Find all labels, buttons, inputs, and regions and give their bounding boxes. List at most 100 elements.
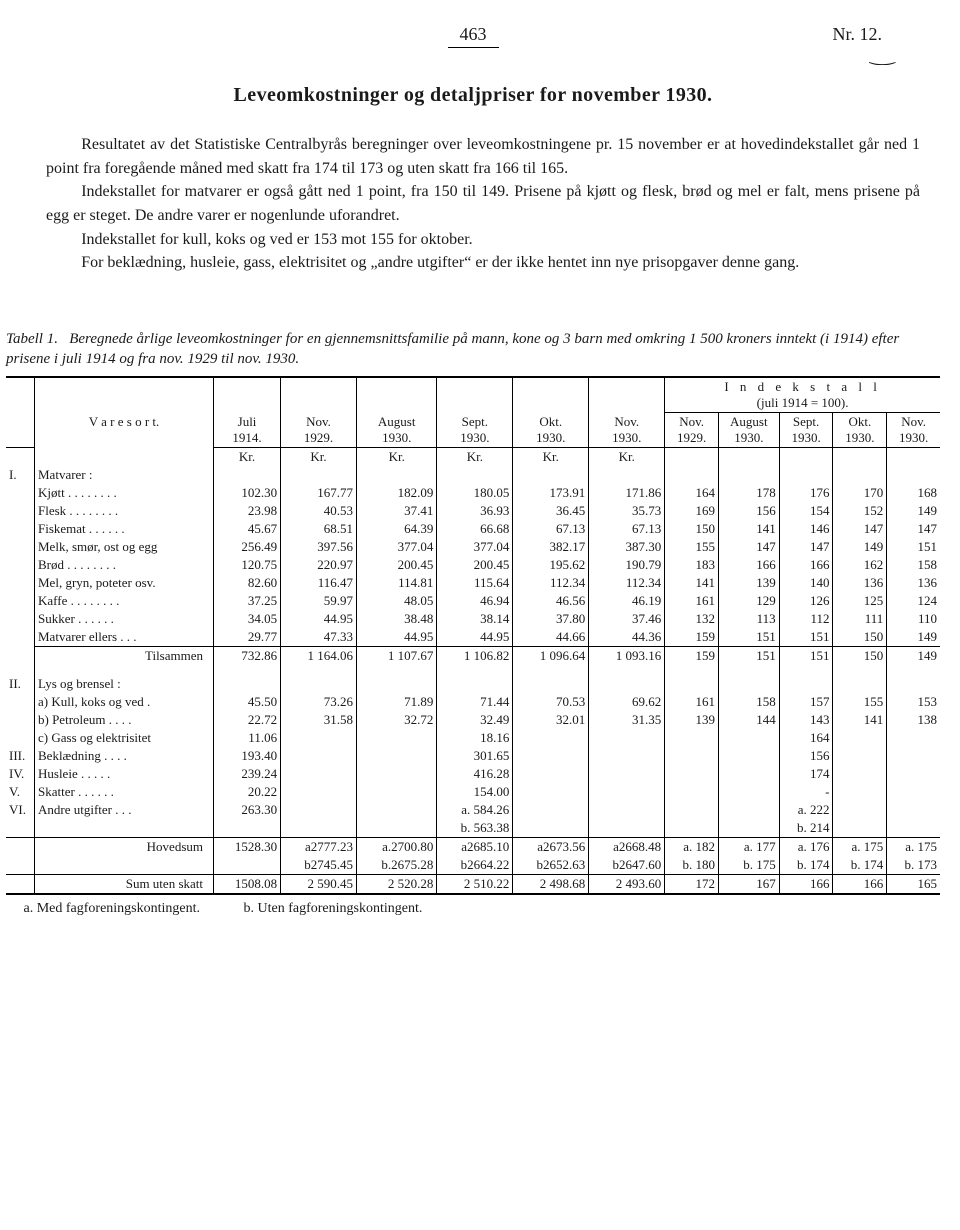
cell bbox=[887, 783, 940, 801]
cell: 382.17 bbox=[513, 538, 589, 556]
cell: 732.86 bbox=[214, 646, 281, 665]
cell: 44.95 bbox=[281, 610, 357, 628]
cell bbox=[589, 747, 665, 765]
unit-label: Kr. bbox=[281, 447, 357, 466]
issue-number: Nr. 12. bbox=[833, 24, 883, 45]
cell: 138 bbox=[887, 711, 940, 729]
cell: 37.80 bbox=[513, 610, 589, 628]
row-label: Beklædning . . . . bbox=[35, 747, 214, 765]
cell: 144 bbox=[718, 711, 779, 729]
cell: 239.24 bbox=[214, 765, 281, 783]
footnotes: a. Med fagforeningskontingent. b. Uten f… bbox=[6, 901, 940, 917]
cell: 183 bbox=[665, 556, 719, 574]
cell: 161 bbox=[665, 592, 719, 610]
cell: 67.13 bbox=[589, 520, 665, 538]
unit-label: Kr. bbox=[589, 447, 665, 466]
table-row: b. 563.38 b. 214 bbox=[6, 819, 940, 838]
row-label: Andre utgifter . . . bbox=[35, 801, 214, 819]
body-text: Resultatet av det Statistiske Centralbyr… bbox=[46, 133, 920, 275]
cell bbox=[357, 783, 437, 801]
unit-label: Kr. bbox=[214, 447, 281, 466]
col-head: Sept.1930. bbox=[779, 412, 833, 447]
hovedsum-row-b: b2745.45b.2675.28 b2664.22b2652.63b2647.… bbox=[6, 856, 940, 875]
cell: 136 bbox=[833, 574, 887, 592]
cell: 115.64 bbox=[437, 574, 513, 592]
cell: 151 bbox=[718, 628, 779, 647]
cell: 301.65 bbox=[437, 747, 513, 765]
page-title: Leveomkostninger og detaljpriser for nov… bbox=[46, 84, 900, 107]
table-row: Brød . . . . . . . .120.75220.97200.4520… bbox=[6, 556, 940, 574]
cell: 200.45 bbox=[437, 556, 513, 574]
cell bbox=[357, 765, 437, 783]
cell: 31.58 bbox=[281, 711, 357, 729]
row-label: Kjøtt . . . . . . . . bbox=[35, 484, 214, 502]
cell: 159 bbox=[665, 628, 719, 647]
table-row: Melk, smør, ost og egg256.49397.56377.04… bbox=[6, 538, 940, 556]
cell: 159 bbox=[665, 646, 719, 665]
cell bbox=[513, 783, 589, 801]
cell: 150 bbox=[833, 628, 887, 647]
paragraph: Resultatet av det Statistiske Centralbyr… bbox=[46, 133, 920, 180]
cell: 168 bbox=[887, 484, 940, 502]
table-row: VI. Andre utgifter . . . 263.30 a. 584.2… bbox=[6, 801, 940, 819]
col-varesort: V a r e s o r t. bbox=[35, 377, 214, 466]
index-header: I n d e k s t a l l (juli 1914 = 100). bbox=[665, 377, 940, 413]
cell: 44.95 bbox=[437, 628, 513, 647]
cell: 38.14 bbox=[437, 610, 513, 628]
cell: 154.00 bbox=[437, 783, 513, 801]
section-num: VI. bbox=[6, 801, 35, 819]
header-brace: ⏝ bbox=[869, 47, 894, 65]
sum-uten-skatt-label: Sum uten skatt bbox=[35, 874, 214, 894]
cell: 112.34 bbox=[513, 574, 589, 592]
cell: 155 bbox=[665, 538, 719, 556]
row-label: Fiskemat . . . . . . bbox=[35, 520, 214, 538]
row-label: Melk, smør, ost og egg bbox=[35, 538, 214, 556]
section-num: I. bbox=[6, 466, 35, 484]
cell: 68.51 bbox=[281, 520, 357, 538]
cell: 40.53 bbox=[281, 502, 357, 520]
cell: 220.97 bbox=[281, 556, 357, 574]
cell: 141 bbox=[833, 711, 887, 729]
table-caption: Tabell 1. Beregnede årlige leveomkostnin… bbox=[6, 329, 936, 370]
cell: 45.67 bbox=[214, 520, 281, 538]
cell: 158 bbox=[718, 693, 779, 711]
cell bbox=[833, 729, 887, 747]
col-head: Nov.1929. bbox=[281, 377, 357, 448]
unit-label: Kr. bbox=[357, 447, 437, 466]
cell bbox=[665, 783, 719, 801]
cell: 190.79 bbox=[589, 556, 665, 574]
table-row: Fiskemat . . . . . .45.6768.5164.3966.68… bbox=[6, 520, 940, 538]
cell: 116.47 bbox=[281, 574, 357, 592]
cell: 37.46 bbox=[589, 610, 665, 628]
cell: 195.62 bbox=[513, 556, 589, 574]
cell: 124 bbox=[887, 592, 940, 610]
page-header: 463 Nr. 12. ⏝ bbox=[46, 24, 900, 48]
row-label: b) Petroleum . . . . bbox=[35, 711, 214, 729]
cell: 129 bbox=[718, 592, 779, 610]
cell bbox=[665, 765, 719, 783]
cell: 120.75 bbox=[214, 556, 281, 574]
cell: 1 164.06 bbox=[281, 646, 357, 665]
table-row: Mel, gryn, poteter osv.82.60116.47114.81… bbox=[6, 574, 940, 592]
cell: 59.97 bbox=[281, 592, 357, 610]
cell: 47.33 bbox=[281, 628, 357, 647]
cost-of-living-table: V a r e s o r t. Juli1914. Nov.1929. Aug… bbox=[6, 376, 940, 895]
cell bbox=[718, 765, 779, 783]
cell bbox=[589, 729, 665, 747]
cell bbox=[665, 747, 719, 765]
table-label: Tabell 1. bbox=[6, 331, 58, 347]
section-num: V. bbox=[6, 783, 35, 801]
cell: 167.77 bbox=[281, 484, 357, 502]
cell bbox=[513, 747, 589, 765]
cell: 149 bbox=[833, 538, 887, 556]
cell: 66.68 bbox=[437, 520, 513, 538]
table-row: a) Kull, koks og ved .45.5073.2671.8971.… bbox=[6, 693, 940, 711]
cell: 174 bbox=[779, 765, 833, 783]
cell: 150 bbox=[833, 646, 887, 665]
cell: 139 bbox=[665, 711, 719, 729]
cell: 1 093.16 bbox=[589, 646, 665, 665]
table-row: Matvarer ellers . . .29.7747.3344.9544.9… bbox=[6, 628, 940, 647]
table-row: III.Beklædning . . . .193.40301.65156 bbox=[6, 747, 940, 765]
paragraph: Indekstallet for kull, koks og ved er 15… bbox=[46, 228, 920, 252]
cell bbox=[589, 783, 665, 801]
